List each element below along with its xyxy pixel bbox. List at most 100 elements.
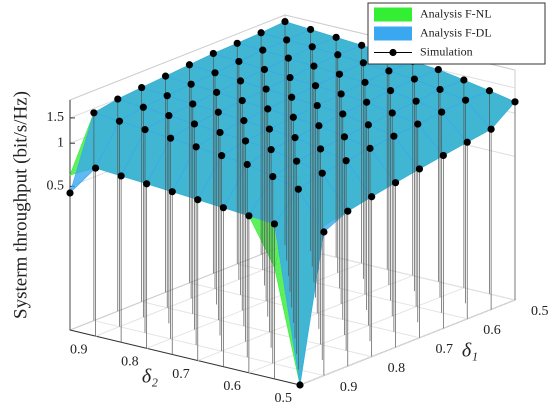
x-axis-label: δ₁ xyxy=(462,340,478,362)
y-axis-label: δ₂ xyxy=(142,366,158,388)
x-tick-label: 0.7 xyxy=(435,342,453,357)
sim-point xyxy=(168,188,176,196)
sim-point xyxy=(233,39,241,47)
sim-point xyxy=(218,152,226,160)
sim-point xyxy=(385,67,393,75)
legend-swatch xyxy=(374,26,412,41)
legend-swatch xyxy=(374,7,412,22)
sim-point xyxy=(211,69,219,77)
legend-marker xyxy=(389,48,397,57)
sim-point xyxy=(311,82,320,90)
sim-point xyxy=(219,204,227,212)
sim-point xyxy=(235,57,243,66)
sim-point xyxy=(412,97,420,105)
sim-point xyxy=(209,49,217,58)
sim-point xyxy=(114,95,122,103)
legend-label: Analysis F-DL xyxy=(420,25,492,39)
sim-point xyxy=(293,157,301,165)
sim-point xyxy=(313,101,321,110)
sim-point xyxy=(339,110,347,118)
sim-point xyxy=(386,87,395,95)
sim-point xyxy=(334,51,342,59)
sim-point xyxy=(364,121,372,129)
sim-point xyxy=(366,144,374,152)
sim-point xyxy=(361,78,369,86)
z-tick-label: 0.5 xyxy=(47,179,65,194)
sim-point xyxy=(257,29,265,37)
sim-point xyxy=(166,134,175,142)
sim-point xyxy=(316,145,325,153)
x-tick-label: 0.5 xyxy=(531,304,549,319)
sim-point xyxy=(463,138,471,146)
sim-point xyxy=(439,151,447,160)
sim-point xyxy=(115,117,124,125)
grid-line xyxy=(146,262,362,349)
sim-point xyxy=(66,189,74,197)
sim-point xyxy=(296,381,304,389)
sim-point xyxy=(286,73,294,82)
sim-point xyxy=(288,93,296,101)
y-tick-label: 0.8 xyxy=(121,355,139,370)
sim-point xyxy=(117,172,125,180)
grid-line xyxy=(284,244,516,301)
sim-point xyxy=(260,65,269,74)
legend-label: Simulation xyxy=(420,44,473,58)
sim-point xyxy=(161,72,170,80)
plot-area: 0.5 1 1.5 0.5 0.6 0.7 0.8 0.9 0.5 0.6 0.7 0.8 0.9 xyxy=(47,14,549,406)
sim-point xyxy=(243,160,251,169)
sim-point xyxy=(284,54,292,62)
sim-point xyxy=(238,97,246,105)
sim-point xyxy=(485,87,494,95)
sim-point xyxy=(359,59,367,67)
sim-point xyxy=(410,75,419,83)
sim-point xyxy=(270,220,279,228)
sim-point xyxy=(194,196,202,204)
grid-line xyxy=(299,299,516,386)
sim-point xyxy=(340,133,349,141)
sim-point xyxy=(241,137,250,145)
sim-point xyxy=(460,76,468,84)
y-tick-label: 0.6 xyxy=(223,379,241,394)
sim-point xyxy=(391,179,400,187)
sim-point xyxy=(165,111,173,120)
sim-point xyxy=(262,85,270,93)
sim-point xyxy=(388,109,396,117)
z-tick-label: 1.5 xyxy=(47,110,65,125)
sim-point xyxy=(190,120,199,128)
sim-point xyxy=(139,103,147,111)
sim-point xyxy=(291,134,299,142)
sim-point xyxy=(511,98,519,106)
sim-point xyxy=(236,77,245,85)
sim-point xyxy=(245,212,253,220)
sim-point xyxy=(213,88,221,96)
sim-point xyxy=(363,98,371,106)
sim-point xyxy=(434,66,442,74)
x-tick-label: 0.6 xyxy=(483,323,501,338)
sim-point xyxy=(185,61,194,69)
sim-point xyxy=(269,172,277,181)
sim-point xyxy=(344,207,352,215)
sim-point xyxy=(90,109,98,117)
sim-point xyxy=(415,165,424,173)
sim-point xyxy=(267,146,275,154)
sim-point xyxy=(414,120,422,128)
sim-point xyxy=(337,90,345,98)
sim-point xyxy=(461,96,470,104)
sim-point xyxy=(189,100,197,108)
sim-point xyxy=(138,83,146,92)
y-tick-label: 0.5 xyxy=(275,391,293,406)
grid-line xyxy=(248,287,465,374)
sim-point xyxy=(259,46,267,54)
sim-point xyxy=(187,80,195,88)
z-tick-label: 1 xyxy=(57,135,64,150)
grid-line xyxy=(93,320,325,377)
sim-point xyxy=(283,36,291,44)
y-tick-label: 0.7 xyxy=(172,367,190,382)
sim-point xyxy=(143,180,151,188)
sim-point xyxy=(264,105,272,113)
x-tick-label: 0.8 xyxy=(388,361,406,376)
sim-point xyxy=(192,143,200,151)
sim-point xyxy=(310,62,318,70)
z-axis-label: Systerm throughput (bit/s/Hz) xyxy=(10,91,31,319)
legend-label: Analysis F-NL xyxy=(420,6,492,20)
